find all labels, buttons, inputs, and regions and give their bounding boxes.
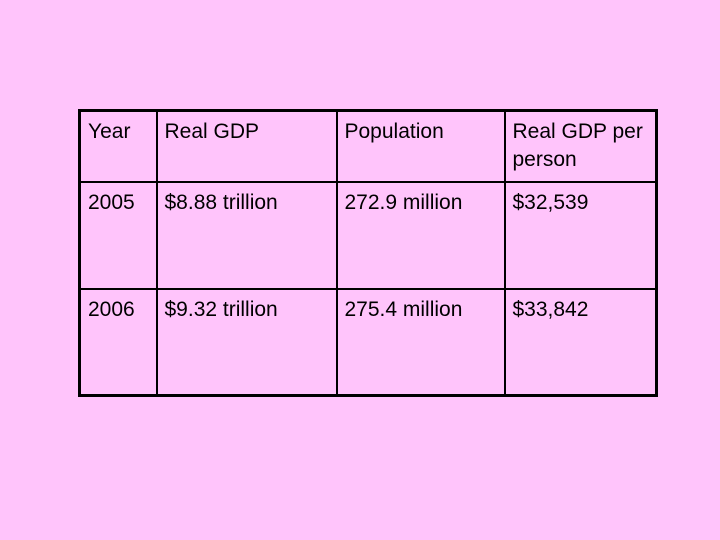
cell-real-gdp: $8.88 trillion: [155, 180, 338, 290]
cell-year: 2006: [78, 287, 158, 397]
header-real-gdp-label: Real GDP: [164, 120, 260, 143]
header-cell-year: Year: [78, 109, 158, 183]
table-row: 2006 $9.32 trillion 275.4 million $33,84…: [78, 287, 658, 397]
cell-real-gdp: $9.32 trillion: [155, 287, 338, 397]
header-cell-gdp-per-person: Real GDP per person: [503, 109, 658, 183]
cell-population-value: 275.4 million: [344, 297, 463, 321]
cell-population: 275.4 million: [335, 287, 506, 397]
header-population-label: Population: [344, 120, 444, 143]
cell-year: 2005: [78, 180, 158, 290]
table-header-row: Year Real GDP Population Real GDP per pe…: [78, 109, 658, 183]
cell-year-value: 2005: [88, 190, 135, 214]
cell-real-gdp-value: $9.32 trillion: [164, 297, 278, 321]
header-cell-real-gdp: Real GDP: [155, 109, 338, 183]
gdp-table: Year Real GDP Population Real GDP per pe…: [78, 109, 658, 397]
cell-gdp-per-person-value: $33,842: [512, 297, 589, 321]
cell-population: 272.9 million: [335, 180, 506, 290]
header-cell-population: Population: [335, 109, 506, 183]
cell-gdp-per-person: $32,539: [503, 180, 658, 290]
header-gdp-per-person-label: Real GDP per person: [512, 120, 643, 171]
table-row: 2005 $8.88 trillion 272.9 million $32,53…: [78, 180, 658, 290]
cell-gdp-per-person-value: $32,539: [512, 190, 589, 214]
cell-real-gdp-value: $8.88 trillion: [164, 190, 278, 214]
cell-year-value: 2006: [88, 297, 135, 321]
cell-gdp-per-person: $33,842: [503, 287, 658, 397]
header-year-label: Year: [88, 120, 131, 143]
cell-population-value: 272.9 million: [344, 190, 463, 214]
